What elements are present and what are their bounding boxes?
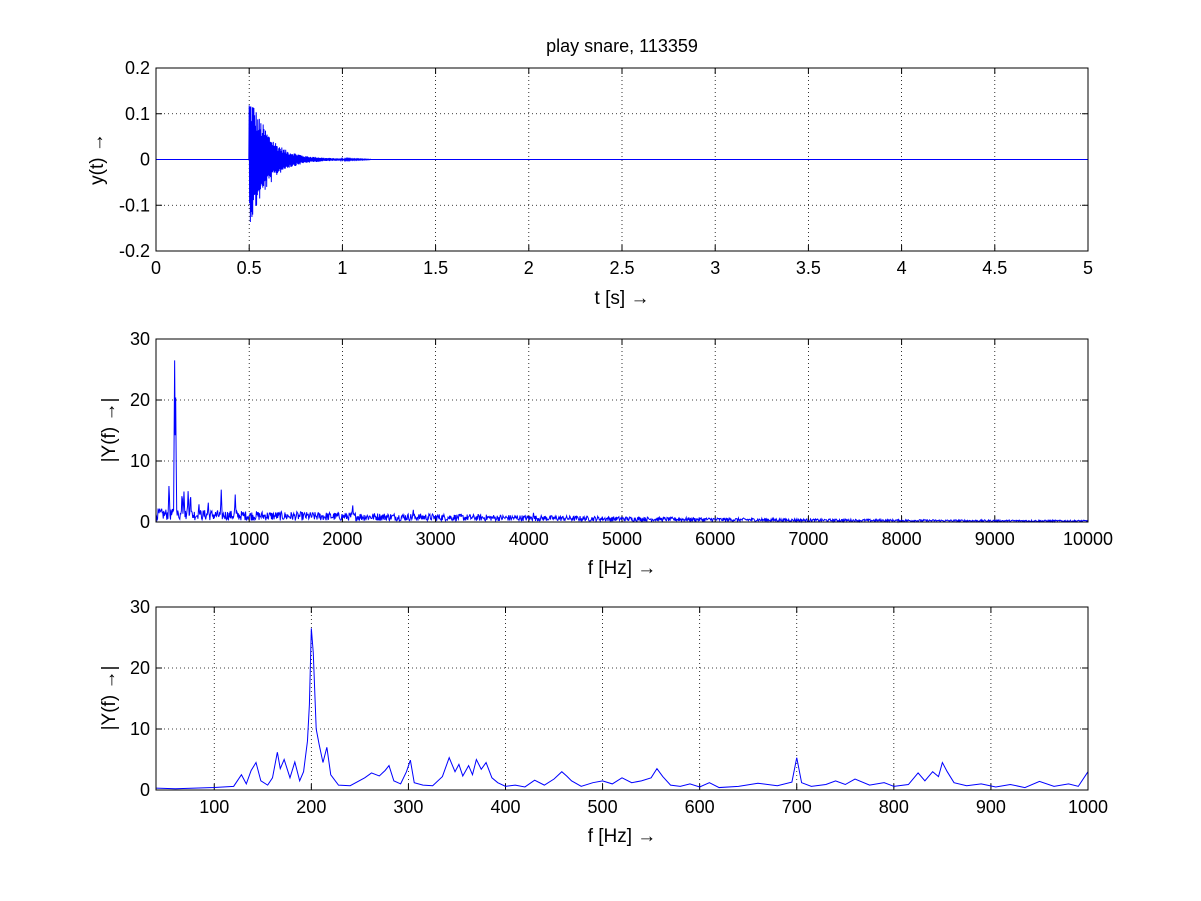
subplot-full-spectrum: 1000 2000 3000 4000 5000 6000 7000 8000 9000 1000… xyxy=(99,329,1113,579)
y-axis-label-3: |Y(f) →| xyxy=(99,666,120,731)
y-tick-label: 20 xyxy=(130,658,150,678)
y-tick-label: 20 xyxy=(130,390,150,410)
y-tick-label: 10 xyxy=(130,451,150,471)
x-tick-label: 0 xyxy=(151,258,161,278)
x-tick-label: 400 xyxy=(490,797,520,817)
x-tick-label: 3000 xyxy=(416,529,456,549)
x-tick-label: 300 xyxy=(393,797,423,817)
x-tick-label: 5000 xyxy=(602,529,642,549)
x-tick-label: 4.5 xyxy=(982,258,1007,278)
y-tick-label: 10 xyxy=(130,719,150,739)
x-tick-label: 7000 xyxy=(788,529,828,549)
ticks-2: 1000 2000 3000 4000 5000 6000 7000 8000 9000 1000… xyxy=(130,329,1113,549)
y-tick-label: 0.1 xyxy=(125,104,150,124)
y-tick-label: 0 xyxy=(140,512,150,532)
plot-border-1 xyxy=(155,67,1089,252)
subplot-time-signal: 0 0.5 1 1.5 2 2.5 3 3.5 4 4.5 5 -0.2 -0.1 0 0.1 0.2 pla… xyxy=(87,36,1093,309)
y-tick-label: 30 xyxy=(130,329,150,349)
x-tick-label: 2 xyxy=(524,258,534,278)
zoomed-spectrum-trace xyxy=(155,628,1089,790)
x-tick-label: 100 xyxy=(199,797,229,817)
x-tick-label: 200 xyxy=(296,797,326,817)
grid-2 xyxy=(156,339,1088,522)
y-tick-label: -0.1 xyxy=(119,195,150,215)
x-tick-label: 3 xyxy=(710,258,720,278)
y-tick-label: 0 xyxy=(140,150,150,170)
subplot-zoomed-spectrum: 100 200 300 400 500 600 700 800 900 1000 0 10 20 30 f… xyxy=(99,597,1108,847)
plot-border-3 xyxy=(155,606,1089,791)
x-tick-label: 8000 xyxy=(882,529,922,549)
plot-frame-2 xyxy=(155,338,1089,523)
y-axis-label-1: y(t) → xyxy=(87,133,108,185)
plot-border-2 xyxy=(155,338,1089,523)
x-tick-label: 3.5 xyxy=(796,258,821,278)
x-tick-label: 4 xyxy=(897,258,907,278)
x-axis-label-2: f [Hz] → xyxy=(588,558,657,579)
x-tick-label: 2.5 xyxy=(609,258,634,278)
x-tick-label: 1 xyxy=(337,258,347,278)
x-tick-label: 500 xyxy=(588,797,618,817)
x-tick-label: 6000 xyxy=(695,529,735,549)
waveform-trace xyxy=(156,105,1088,223)
x-tick-label: 10000 xyxy=(1063,529,1113,549)
y-tick-label: 0 xyxy=(140,780,150,800)
plot-frame-3 xyxy=(155,606,1089,791)
chart-title: play snare, 113359 xyxy=(546,36,698,56)
x-tick-label: 900 xyxy=(976,797,1006,817)
y-tick-label: 30 xyxy=(130,597,150,617)
x-tick-label: 1.5 xyxy=(423,258,448,278)
ticks-1: 0 0.5 1 1.5 2 2.5 3 3.5 4 4.5 5 -0.2 -0.1 0 0.1 0.2 xyxy=(119,58,1093,278)
x-tick-label: 9000 xyxy=(975,529,1015,549)
x-tick-label: 700 xyxy=(782,797,812,817)
y-tick-label: -0.2 xyxy=(119,241,150,261)
x-tick-label: 2000 xyxy=(322,529,362,549)
x-tick-label: 4000 xyxy=(509,529,549,549)
grid-3 xyxy=(156,607,1088,790)
x-axis-label-1: t [s] → xyxy=(595,288,650,309)
x-tick-label: 800 xyxy=(879,797,909,817)
y-axis-label-2: |Y(f) →| xyxy=(99,398,120,463)
x-tick-label: 1000 xyxy=(1068,797,1108,817)
x-tick-label: 5 xyxy=(1083,258,1093,278)
spectrum-trace xyxy=(155,360,1089,524)
x-tick-label: 0.5 xyxy=(237,258,262,278)
x-axis-label-3: f [Hz] → xyxy=(588,826,657,847)
x-tick-label: 1000 xyxy=(229,529,269,549)
x-tick-label: 600 xyxy=(685,797,715,817)
y-tick-label: 0.2 xyxy=(125,58,150,78)
